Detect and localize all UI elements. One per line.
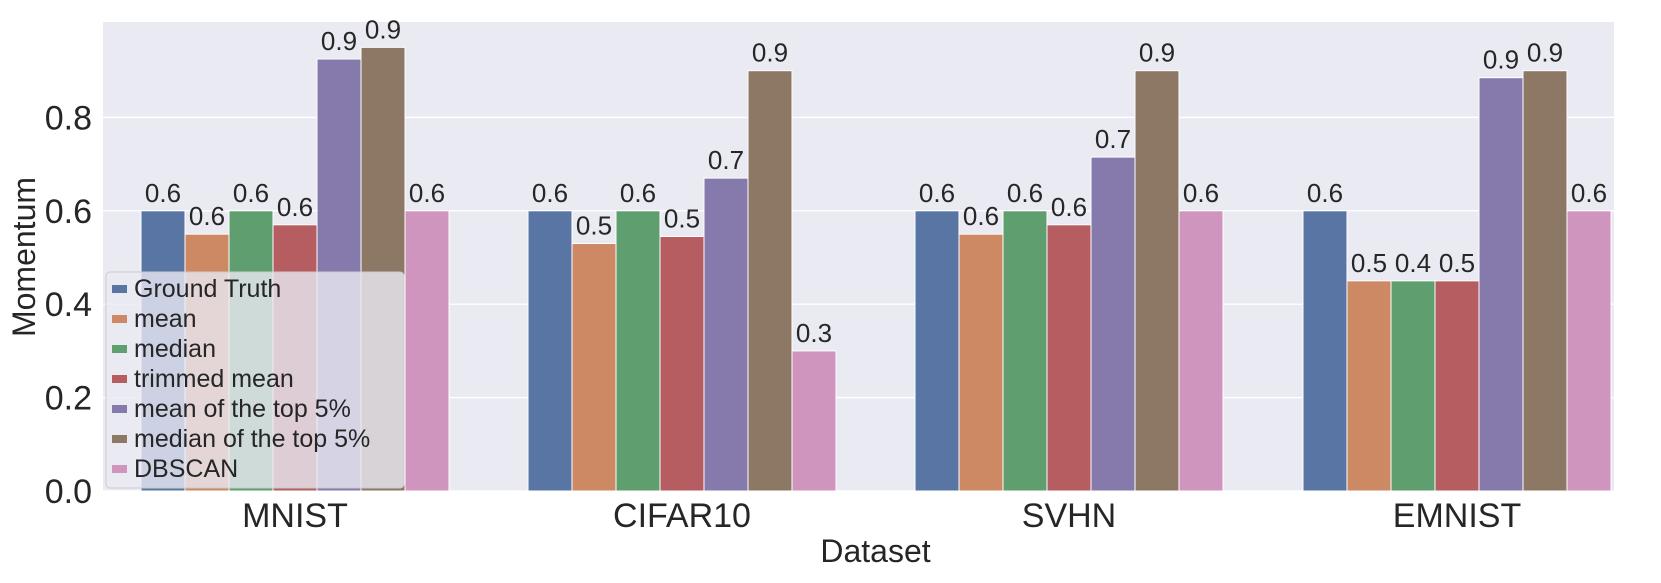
legend-label: mean: [134, 305, 197, 333]
legend-swatch: [112, 405, 127, 413]
y-axis-label: Momentum: [6, 177, 42, 337]
bar-mean-of-the-top-5--svhn: [1090, 156, 1136, 492]
bar-mean-of-the-top-5--emnist: [1478, 77, 1524, 492]
legend-item[interactable]: mean of the top 5%: [112, 395, 351, 423]
legend-frame: [105, 271, 405, 489]
bar-dbscan-cifar10: [791, 350, 837, 492]
bar-value-labels: 0.6 0.6 0.6 0.6 0.9 0.9 0.6 0.6 0.5 0.6 0.5 0.7 0.9 0…: [145, 14, 1607, 348]
legend-label: median of the top 5%: [134, 425, 370, 453]
bar-mean-of-the-top-5--cifar10: [703, 177, 749, 492]
bar-mean-emnist: [1346, 280, 1392, 492]
bar-value-label: 0.4: [1395, 248, 1431, 278]
bar-dbscan-mnist: [404, 210, 450, 492]
legend-item[interactable]: median of the top 5%: [112, 425, 370, 453]
y-axis-ticks: 0.0 0.2 0.4 0.6 0.8: [45, 99, 92, 511]
bar-value-label: 0.9: [1139, 38, 1175, 68]
bar-mean-svhn: [958, 233, 1004, 492]
legend-label: mean of the top 5%: [134, 395, 351, 423]
bar-value-label: 0.9: [321, 26, 357, 56]
bar-value-label: 0.6: [409, 178, 445, 208]
bar-value-label: 0.9: [752, 38, 788, 68]
bar-value-label: 0.5: [1439, 248, 1475, 278]
legend-label: median: [134, 335, 216, 363]
legend-label: Ground Truth: [134, 275, 281, 303]
y-tick-label: 0.8: [45, 99, 92, 137]
bar-value-label: 0.7: [708, 145, 744, 175]
bar-value-label: 0.9: [1527, 38, 1563, 68]
legend-item[interactable]: trimmed mean: [112, 365, 294, 393]
x-tick-label: SVHN: [1022, 497, 1116, 535]
bar-trimmed-mean-svhn: [1046, 224, 1092, 492]
bar-trimmed-mean-emnist: [1434, 280, 1480, 492]
y-tick-label: 0.4: [45, 286, 92, 324]
bar-median-cifar10: [615, 210, 661, 492]
y-tick-label: 0.6: [45, 193, 92, 231]
bar-value-label: 0.5: [664, 203, 700, 233]
bar-value-label: 0.6: [1007, 178, 1043, 208]
bar-mean-cifar10: [571, 242, 617, 492]
y-tick-label: 0.2: [45, 380, 92, 418]
bar-value-label: 0.6: [145, 178, 181, 208]
bar-dbscan-svhn: [1178, 210, 1224, 492]
x-axis-label: Dataset: [820, 533, 930, 569]
bar-median-of-the-top-5--cifar10: [747, 70, 793, 492]
bar-value-label: 0.5: [1351, 248, 1387, 278]
bar-median-svhn: [1002, 210, 1048, 492]
legend-item[interactable]: Ground Truth: [112, 275, 281, 303]
bar-value-label: 0.6: [1307, 178, 1343, 208]
bar-value-label: 0.6: [189, 201, 225, 231]
bar-value-label: 0.6: [1183, 178, 1219, 208]
x-axis-ticks: MNIST CIFAR10 SVHN EMNIST: [242, 497, 1521, 535]
bar-ground-truth-emnist: [1302, 210, 1348, 492]
bar-ground-truth-svhn: [914, 210, 960, 492]
x-tick-label: MNIST: [242, 497, 348, 535]
legend-item[interactable]: mean: [112, 305, 197, 333]
x-tick-label: EMNIST: [1393, 497, 1521, 535]
bar-value-label: 0.6: [233, 178, 269, 208]
bar-value-label: 0.6: [277, 192, 313, 222]
bar-median-of-the-top-5--emnist: [1522, 70, 1568, 492]
legend-label: trimmed mean: [134, 365, 294, 393]
legend-swatch: [112, 315, 127, 323]
legend-label: DBSCAN: [134, 455, 238, 483]
bar-trimmed-mean-cifar10: [659, 235, 705, 492]
legend-swatch: [112, 375, 127, 383]
legend-item[interactable]: median: [112, 335, 216, 363]
bar-value-label: 0.6: [620, 178, 656, 208]
bar-median-emnist: [1390, 280, 1436, 492]
x-tick-label: CIFAR10: [613, 497, 751, 535]
bar-dbscan-emnist: [1566, 210, 1612, 492]
y-tick-label: 0.0: [45, 473, 92, 511]
legend-swatch: [112, 435, 127, 443]
bar-value-label: 0.6: [532, 178, 568, 208]
legend-item[interactable]: DBSCAN: [112, 455, 238, 483]
bar-median-of-the-top-5--svhn: [1134, 70, 1180, 492]
bar-value-label: 0.5: [576, 210, 612, 240]
bar-value-label: 0.9: [1483, 45, 1519, 75]
bar-ground-truth-cifar10: [527, 210, 573, 492]
bar-value-label: 0.6: [963, 201, 999, 231]
bar-value-label: 0.6: [1051, 192, 1087, 222]
bar-value-label: 0.3: [796, 318, 832, 348]
bar-value-label: 0.9: [365, 14, 401, 44]
bar-value-label: 0.7: [1095, 124, 1131, 154]
bar-value-label: 0.6: [919, 178, 955, 208]
legend-swatch: [112, 345, 127, 353]
legend-swatch: [112, 465, 127, 473]
legend-swatch: [112, 285, 127, 293]
bar-value-label: 0.6: [1571, 178, 1607, 208]
